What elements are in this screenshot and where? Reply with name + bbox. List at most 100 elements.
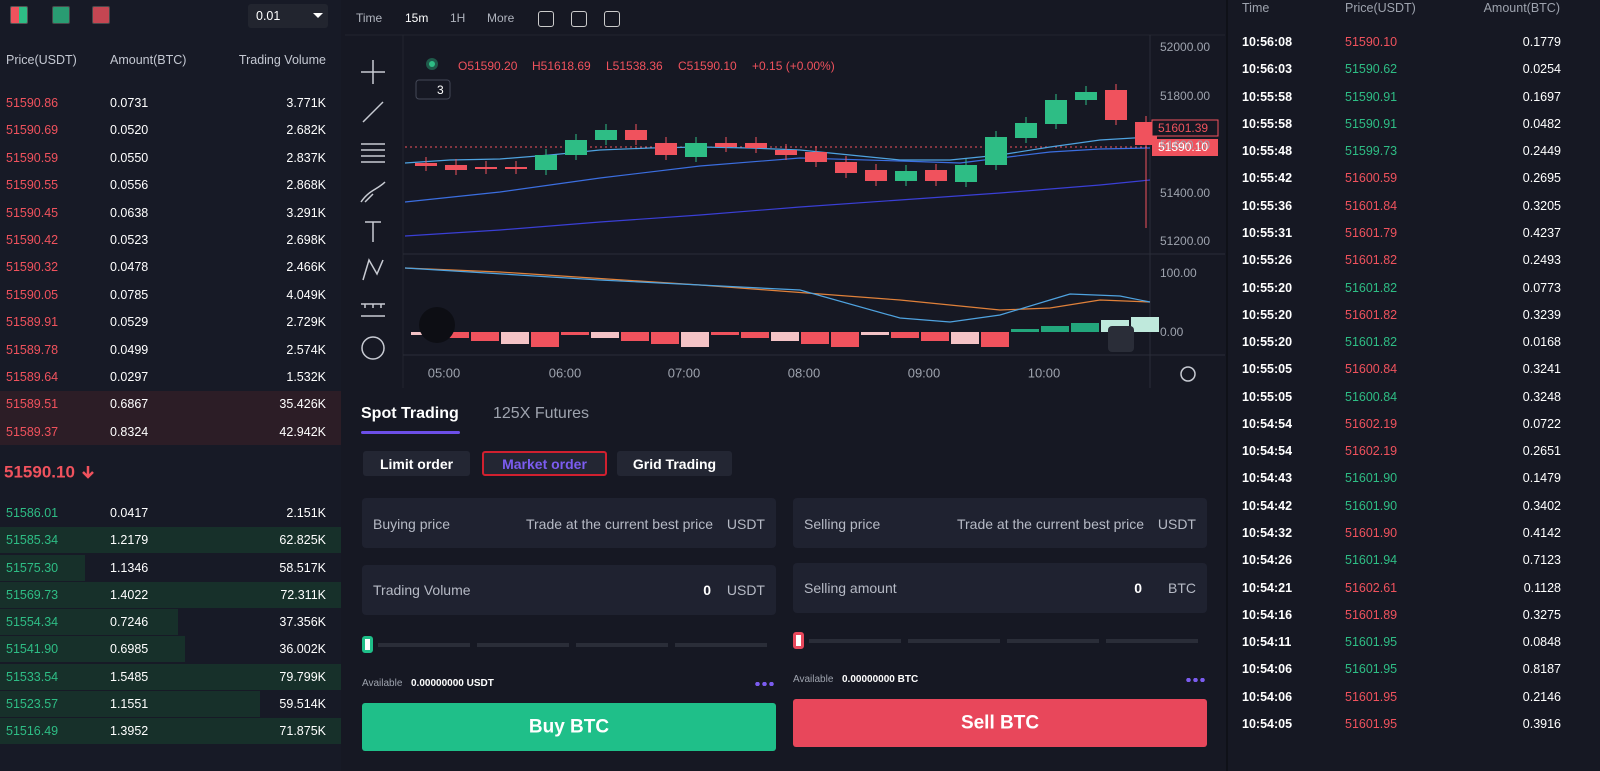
price-tag [1152, 139, 1218, 156]
layout-icon[interactable] [10, 6, 28, 24]
trade-time: 10:54:16 [1242, 607, 1293, 622]
trade-time: 10:54:54 [1242, 416, 1293, 431]
input-hint: Trade at the current best price [956, 516, 1144, 532]
bid-depth-bar [0, 554, 85, 581]
toolbar-icon[interactable] [571, 11, 587, 27]
price-input[interactable] [362, 498, 776, 548]
header: Amount(BTC) [1483, 0, 1560, 15]
bid-volume: 79.799K [279, 669, 326, 684]
trade-price: 51601.82 [1345, 280, 1398, 295]
more-dots[interactable] [754, 682, 774, 686]
time-axis-label: 07:00 [667, 365, 701, 381]
histogram-bar [861, 332, 889, 335]
amount-input[interactable] [793, 563, 1207, 613]
bid-price: 51516.49 [6, 723, 59, 738]
submit-label[interactable]: Buy BTC [528, 716, 610, 738]
candle-body [985, 137, 1007, 165]
futures-tab[interactable]: 125X Futures [493, 405, 590, 422]
candle-body [1045, 100, 1067, 124]
trade-amount: 0.7123 [1522, 553, 1561, 568]
ask-amount: 0.0297 [110, 369, 149, 384]
toolbar-icon[interactable] [604, 11, 620, 27]
candle-body [865, 170, 887, 181]
trade-amount: 0.2651 [1522, 443, 1561, 458]
candle-body [715, 143, 737, 147]
ask-volume: 2.729K [286, 314, 326, 329]
submit-button[interactable] [793, 699, 1207, 747]
bid-price: 51523.57 [6, 696, 59, 711]
trade-price: 51590.91 [1345, 89, 1398, 104]
ask-volume: 42.942K [279, 424, 326, 439]
ask-price: 51590.59 [6, 150, 59, 165]
bid-volume: 59.514K [279, 696, 326, 711]
input-unit: USDT [1157, 516, 1196, 532]
slider-track [378, 643, 470, 647]
trade-amount: 0.0168 [1522, 334, 1561, 349]
time-axis-label: 09:00 [907, 365, 941, 381]
trade-price: 51601.95 [1345, 662, 1398, 677]
trade-price: 51602.61 [1345, 580, 1398, 595]
bid-volume: 71.875K [279, 723, 326, 738]
ask-amount: 0.0499 [110, 342, 149, 357]
bid-volume: 37.356K [279, 614, 326, 629]
submit-label[interactable]: Sell BTC [960, 712, 1040, 734]
trade-time: 10:55:05 [1242, 389, 1293, 404]
trade-amount: 0.0773 [1522, 280, 1561, 295]
available-value: 0.00000000 USDT [411, 678, 494, 689]
ask-volume: 2.837K [286, 150, 326, 165]
trade-price: 51600.59 [1345, 171, 1398, 186]
time-axis-label: 05:00 [427, 365, 461, 381]
candle-body [655, 143, 677, 155]
more-dots[interactable] [1185, 678, 1205, 682]
chart [345, 0, 1225, 390]
bid-depth-bar [0, 718, 341, 744]
header: Price(USDT) [6, 52, 77, 67]
histogram-bar [471, 332, 499, 341]
order-type-label[interactable]: Limit order [379, 456, 454, 472]
input-label: Buying price [373, 516, 451, 532]
time-axis-label: 06:00 [548, 365, 582, 381]
layout-icon[interactable] [92, 6, 110, 24]
ask-depth-bar [0, 391, 341, 445]
last-price: 51590.10 [4, 462, 75, 482]
histogram-bar [831, 332, 859, 347]
layout-icon[interactable] [52, 6, 70, 24]
submit-button[interactable] [362, 703, 776, 751]
drawing-tool [361, 303, 385, 317]
amount-input[interactable] [362, 565, 776, 615]
interval-button[interactable]: Time [356, 11, 383, 25]
trade-time: 10:55:48 [1242, 143, 1293, 158]
order-type-label[interactable]: Grid Trading [632, 456, 717, 472]
ask-amount: 0.0550 [110, 150, 149, 165]
price-tag [1151, 119, 1219, 137]
depth-value[interactable]: 0.01 [256, 8, 281, 23]
order-type-button[interactable] [482, 451, 607, 476]
available-label: Available [362, 678, 403, 689]
price-axis-label: 52000.00 [1160, 40, 1211, 54]
indicator-line [404, 179, 1151, 237]
interval-button[interactable]: More [487, 11, 515, 25]
trade-amount: 0.2695 [1522, 171, 1561, 186]
trade-amount: 0.3402 [1522, 498, 1561, 513]
histogram-bar [591, 332, 619, 338]
price-input[interactable] [793, 498, 1207, 548]
bid-depth-bar [0, 690, 260, 717]
candle-body [745, 143, 767, 148]
indicator-line [404, 267, 1151, 323]
slider-handle[interactable] [362, 636, 373, 653]
order-type-button[interactable] [363, 451, 470, 476]
candle-body [445, 165, 467, 170]
bid-price: 51575.30 [6, 560, 59, 575]
interval-button[interactable]: 1H [450, 11, 466, 25]
interval-button[interactable]: 15m [405, 11, 429, 25]
candle-body [415, 163, 437, 166]
order-type-button[interactable] [617, 451, 732, 476]
input-label: Selling amount [804, 580, 897, 596]
spot-tab[interactable]: Spot Trading [361, 405, 459, 422]
toolbar-icon[interactable] [538, 11, 554, 27]
depth-select[interactable] [248, 4, 328, 28]
scroll-button [1108, 326, 1134, 352]
slider-handle[interactable] [793, 632, 804, 649]
order-type-label[interactable]: Market order [502, 456, 587, 472]
histogram-bar [531, 332, 559, 347]
